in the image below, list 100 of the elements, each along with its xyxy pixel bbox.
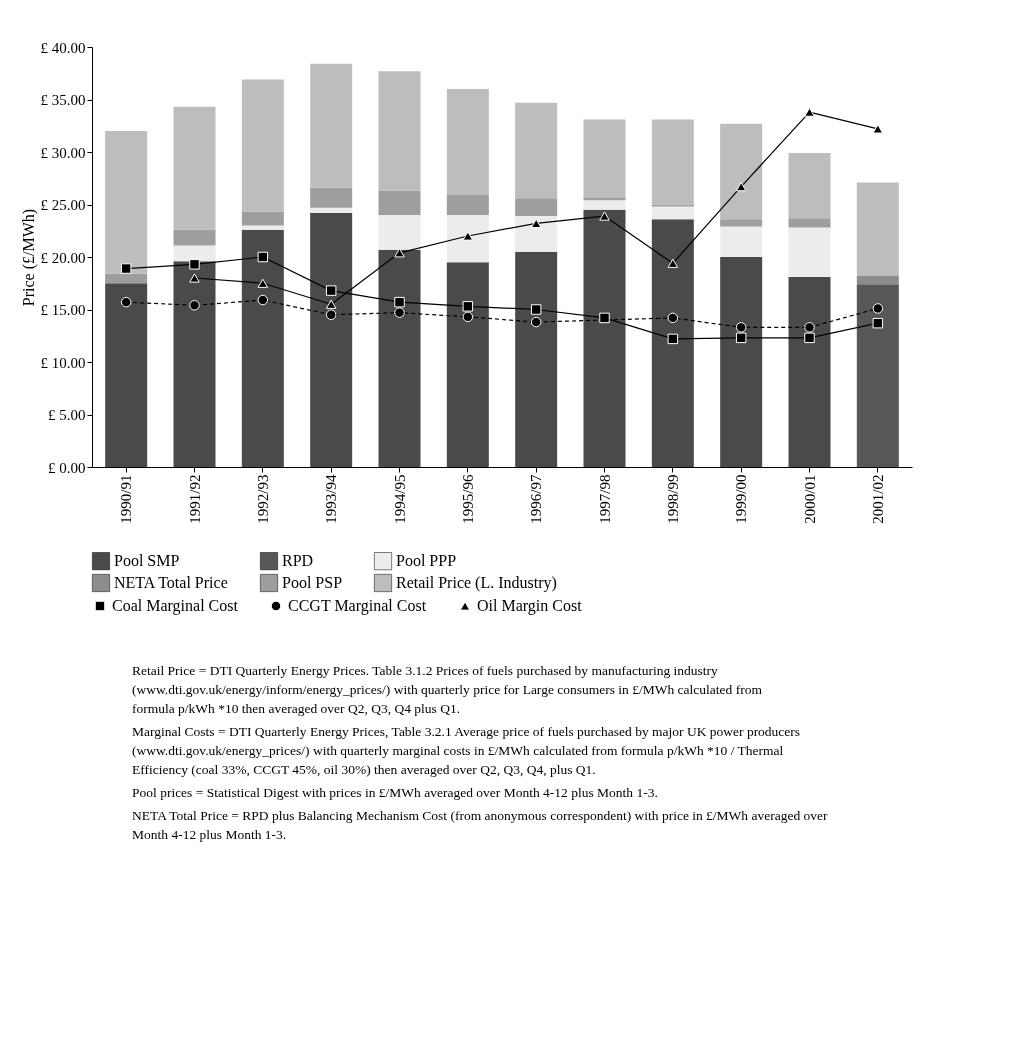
bar — [241, 79, 284, 212]
point — [325, 309, 337, 320]
point — [804, 107, 815, 117]
y-tick-label: £ 5.00 — [48, 407, 86, 423]
bar — [651, 206, 694, 220]
bar — [720, 226, 763, 257]
y-tick-label: £ 40.00 — [40, 39, 86, 56]
x-tick-label: 1991/92 — [186, 474, 203, 524]
bar — [446, 215, 489, 263]
x-tick-label: 1990/91 — [118, 474, 135, 524]
bar — [788, 218, 831, 228]
bar — [105, 283, 148, 467]
x-tick-label: 1995/96 — [459, 474, 476, 524]
point — [804, 332, 815, 344]
text: NETA Total Price = RPD plus Balancing Mechanism Cost (from anonymous correspondent) with price in £/MWh averaged over Month 4-12 plus Month 1-3. — [132, 808, 829, 842]
y-tick-label: £ 0.00 — [48, 459, 86, 476]
bar — [515, 216, 558, 252]
bar — [515, 198, 558, 217]
point — [394, 248, 405, 258]
bar — [583, 197, 626, 201]
x-tick-label: 2000/01 — [801, 474, 818, 524]
bar — [378, 71, 421, 191]
legend-label: NETA Total Price — [114, 574, 228, 591]
point — [189, 273, 200, 283]
point — [667, 333, 679, 345]
x-tick-label: 1999/00 — [733, 474, 750, 524]
x-tick-label: 1998/99 — [664, 474, 681, 524]
bar — [241, 229, 284, 467]
y-tick-label: £ 10.00 — [40, 354, 86, 371]
point — [257, 278, 269, 288]
point — [735, 322, 747, 333]
point — [872, 317, 884, 329]
x-tick-label: 1996/97 — [528, 474, 545, 524]
point — [189, 259, 200, 270]
bar — [310, 212, 353, 467]
y-tick-label: £ 15.00 — [40, 302, 86, 318]
legend-label: Pool PSP — [282, 574, 343, 591]
point — [667, 312, 679, 324]
point — [462, 301, 474, 312]
point — [325, 299, 337, 309]
point — [804, 322, 815, 333]
bar — [651, 219, 694, 467]
legend-label: RPD — [282, 552, 314, 570]
bar — [583, 200, 626, 210]
point — [462, 311, 474, 323]
legend-label: Pool PPP — [396, 552, 457, 570]
text: Marginal Costs = DTI Quarterly Energy Prices, Table 3.2.1 Average price of fuels purchased by major UK power producers (www.dti.gov.uk/energy_prices/) with quarterly marginal costs in £/MWh calculated from formula p/kWh *10 / Thermal Efficiency (coal 33%, CCGT 45%, oil 30%) then averaged over Q2, Q3, Q4, plus Q1. — [132, 724, 801, 777]
x-tick-label: 1994/95 — [391, 474, 408, 524]
bar — [446, 89, 489, 196]
bar — [856, 182, 899, 276]
point — [325, 285, 337, 296]
legend-label: Pool SMP — [114, 552, 180, 570]
bar — [856, 284, 899, 467]
bar — [515, 251, 558, 467]
point — [735, 332, 747, 344]
bar — [310, 187, 353, 208]
y-axis-title: Price (£/MWh) — [19, 208, 38, 307]
point — [599, 211, 610, 221]
bar — [378, 249, 421, 467]
x-tick-label: 2001/02 — [869, 474, 886, 524]
text: Retail Price = DTI Quarterly Energy Prices. Table 3.1.2 Prices of fuels purchased by manufacturing industry (www.dti.gov.uk/energy/inform/energy_prices/) with quarterly price for Large consumers in £/MWh calculated from formula p/kWh *10 then averaged over Q2, Q3, Q4 plus Q1. — [132, 663, 763, 716]
x-tick-label: 1992/93 — [254, 474, 271, 524]
bar — [583, 209, 626, 467]
point — [394, 296, 405, 308]
bar — [173, 229, 216, 246]
point — [257, 294, 269, 306]
bar — [241, 211, 284, 226]
legend-label: Retail Price (L. Industry) — [396, 574, 557, 592]
legend-label: CCGT Marginal Cost — [288, 597, 427, 615]
bar — [173, 261, 216, 467]
bar — [583, 119, 626, 198]
point — [667, 258, 679, 268]
bar — [105, 131, 148, 274]
point — [120, 263, 132, 274]
legend-label: Oil Margin Cost — [477, 597, 583, 615]
y-tick-label: £ 30.00 — [40, 144, 86, 161]
point — [599, 312, 610, 324]
y-tick-label: £ 35.00 — [40, 92, 86, 108]
bar — [720, 257, 763, 467]
bar — [651, 119, 694, 205]
x-tick-label: 1993/94 — [323, 474, 340, 524]
bar — [788, 227, 831, 277]
bar — [241, 225, 284, 230]
point — [872, 124, 884, 134]
point — [189, 300, 200, 311]
x-tick-label: 1997/98 — [596, 474, 613, 524]
point — [394, 307, 405, 318]
point — [257, 251, 269, 263]
y-tick-label: £ 20.00 — [40, 249, 86, 266]
bar — [105, 273, 148, 284]
bar — [856, 275, 899, 285]
bar — [515, 102, 558, 199]
point — [735, 182, 747, 192]
bar — [446, 195, 489, 215]
y-tick-label: £ 25.00 — [40, 197, 86, 213]
text: Pool prices = Statistical Digest with prices in £/MWh averaged over Month 4-12 plus Month 1-3. — [132, 785, 658, 800]
bar — [651, 204, 694, 207]
bar — [173, 245, 216, 262]
point — [872, 303, 884, 314]
point — [530, 316, 542, 328]
